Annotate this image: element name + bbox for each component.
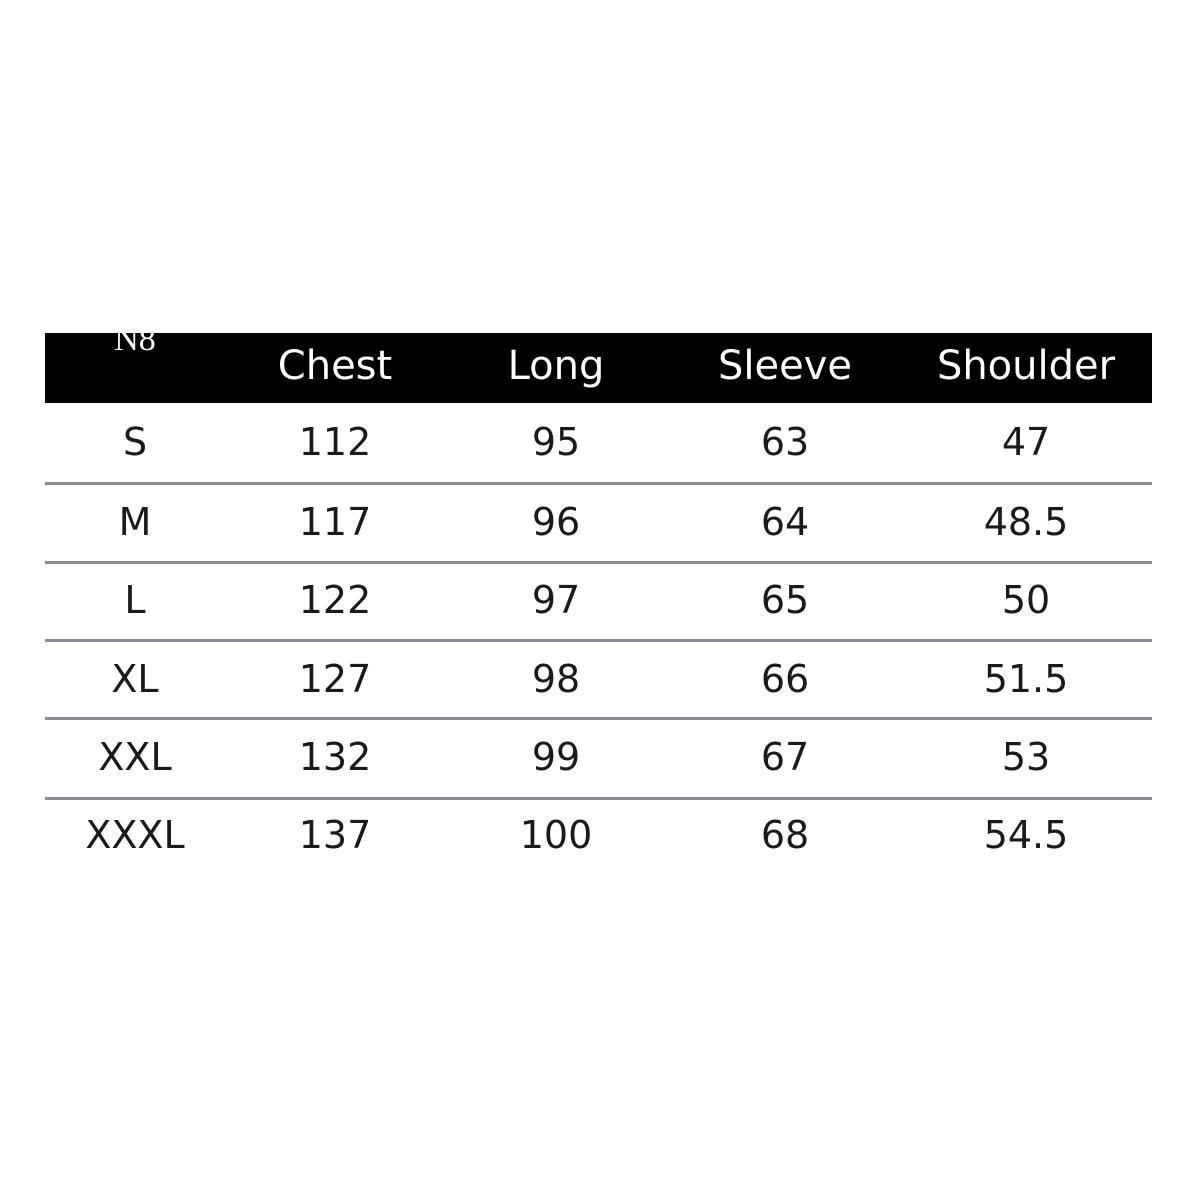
measure-cell: 96 xyxy=(531,500,581,544)
measure-cell: 48.5 xyxy=(983,500,1069,544)
measure-cell: 68 xyxy=(760,813,810,857)
measure-cell: 99 xyxy=(531,735,581,779)
size-cell: XXXL xyxy=(85,813,185,857)
measure-cell: 64 xyxy=(760,500,810,544)
measure-cell: 63 xyxy=(760,420,810,464)
measure-cell: 112 xyxy=(298,420,372,464)
size-cell: XL xyxy=(111,657,159,701)
size-cell: S xyxy=(122,420,148,464)
row-divider xyxy=(45,639,1152,642)
measure-cell: 67 xyxy=(760,735,810,779)
measure-cell: 97 xyxy=(531,578,581,622)
measure-cell: 54.5 xyxy=(983,813,1069,857)
measure-cell: 50 xyxy=(1001,578,1051,622)
measure-cell: 53 xyxy=(1001,735,1051,779)
size-cell: XXL xyxy=(98,735,172,779)
header-cell: N8 xyxy=(114,333,156,358)
measure-cell: 51.5 xyxy=(983,657,1069,701)
measure-cell: 65 xyxy=(760,578,810,622)
measure-cell: 100 xyxy=(519,813,593,857)
measure-cell: 137 xyxy=(298,813,372,857)
header-cell: Sleeve xyxy=(717,343,853,389)
size-cell: M xyxy=(118,500,152,544)
measure-cell: 132 xyxy=(298,735,372,779)
row-divider xyxy=(45,561,1152,564)
measure-cell: 98 xyxy=(531,657,581,701)
row-divider xyxy=(45,482,1152,485)
measure-cell: 117 xyxy=(298,500,372,544)
measure-cell: 127 xyxy=(298,657,372,701)
measure-cell: 66 xyxy=(760,657,810,701)
size-cell: L xyxy=(124,578,146,622)
row-divider xyxy=(45,797,1152,800)
header-cell: Shoulder xyxy=(936,343,1116,389)
row-divider xyxy=(45,717,1152,720)
measure-cell: 122 xyxy=(298,578,372,622)
table-header: N8 Chest Long Sleeve Shoulder xyxy=(45,333,1152,403)
measure-cell: 95 xyxy=(531,420,581,464)
header-cell: Chest xyxy=(277,343,393,389)
header-cell: Long xyxy=(507,343,605,389)
measure-cell: 47 xyxy=(1001,420,1051,464)
